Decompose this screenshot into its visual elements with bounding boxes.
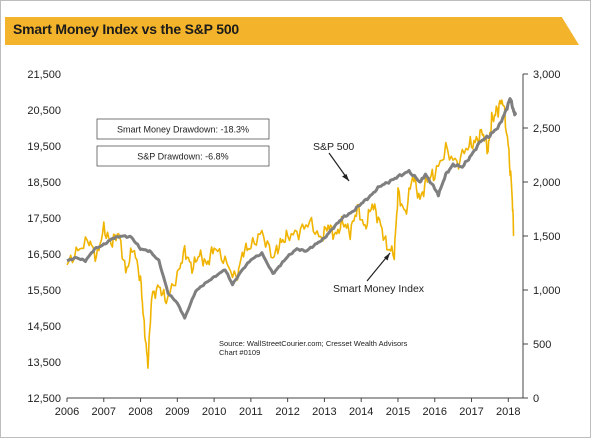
x-tick-label: 2012 <box>275 406 299 418</box>
right-tick-label: 500 <box>533 339 551 351</box>
right-tick-label: 2,000 <box>533 177 561 189</box>
x-tick-label: 2013 <box>312 406 336 418</box>
left-tick-label: 18,500 <box>27 177 61 189</box>
left-tick-label: 20,500 <box>27 105 61 117</box>
right-tick-label: 1,500 <box>533 231 561 243</box>
sp-drawdown-label: S&P Drawdown: -6.8% <box>137 152 228 162</box>
right-tick-label: 1,000 <box>533 285 561 297</box>
sp500-annotation-label: S&P 500 <box>313 141 354 153</box>
x-tick-label: 2017 <box>459 406 483 418</box>
x-tick-label: 2006 <box>55 406 79 418</box>
x-tick-label: 2014 <box>349 406 373 418</box>
left-tick-label: 17,500 <box>27 213 61 225</box>
axes <box>67 74 524 399</box>
smart-money-annotation-label: Smart Money Index <box>333 283 425 295</box>
left-tick-label: 14,500 <box>27 321 61 333</box>
chart-title: Smart Money Index vs the S&P 500 <box>13 21 239 37</box>
x-tick-label: 2016 <box>422 406 446 418</box>
x-tick-label: 2018 <box>496 406 520 418</box>
x-tick-label: 2015 <box>386 406 410 418</box>
right-tick-label: 0 <box>533 393 539 405</box>
smart-money-line <box>66 99 515 369</box>
x-tick-label: 2007 <box>92 406 116 418</box>
left-tick-label: 19,500 <box>27 141 61 153</box>
x-tick-label: 2010 <box>202 406 226 418</box>
series-lines <box>66 97 518 369</box>
left-tick-label: 13,500 <box>27 357 61 369</box>
source-line-1: Source: WallStreetCourier.com; Cresset W… <box>219 339 408 348</box>
left-tick-label: 12,500 <box>27 393 61 405</box>
right-axis-ticks: 3,000 2,500 2,000 1,500 1,000 500 0 <box>523 69 561 405</box>
source-line-2: Chart #0109 <box>219 348 260 357</box>
x-tick-label: 2009 <box>165 406 189 418</box>
sp500-line <box>66 97 518 320</box>
smart-money-drawdown-box: Smart Money Drawdown: -18.3% <box>96 118 270 140</box>
x-tick-label: 2008 <box>128 406 152 418</box>
x-axis-ticks: 2006 2007 2008 2009 2010 2011 2012 2013 2014 2015… <box>55 398 521 418</box>
left-tick-label: 16,500 <box>27 249 61 261</box>
right-tick-label: 3,000 <box>533 69 561 81</box>
right-tick-label: 2,500 <box>533 123 561 135</box>
sp-drawdown-box: S&P Drawdown: -6.8% <box>96 145 270 167</box>
smart-money-drawdown-label: Smart Money Drawdown: -18.3% <box>117 125 249 135</box>
header-banner <box>5 17 579 45</box>
left-tick-label: 21,500 <box>27 69 61 81</box>
sp500-annotation-arrowhead <box>342 174 349 181</box>
left-axis-ticks: 21,500 20,500 19,500 18,500 17,500 16,500 15,5… <box>27 69 61 405</box>
smart-money-annotation-arrowhead <box>384 253 390 261</box>
left-tick-label: 15,500 <box>27 285 61 297</box>
x-tick-label: 2011 <box>239 406 263 418</box>
